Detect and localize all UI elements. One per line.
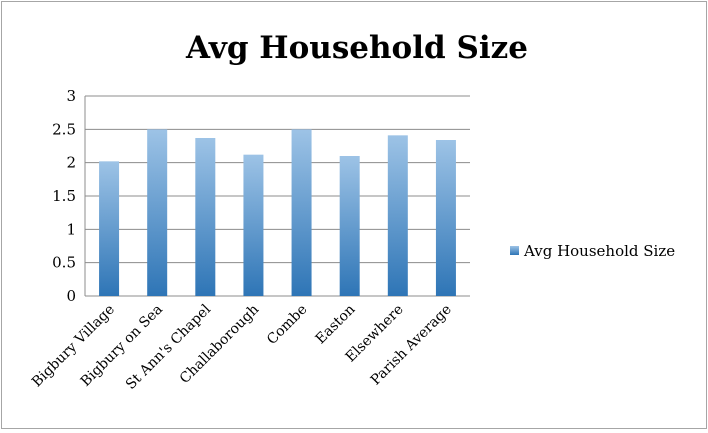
bar [147,129,168,296]
y-tick-label: 0 [66,287,76,305]
legend-swatch [510,246,519,255]
gridlines [84,95,470,297]
x-category-label: Easton [313,302,359,348]
bar [243,154,264,296]
bar [339,156,360,296]
y-axis-ticks: 0 0.5 1 1.5 2 2.5 3 [52,87,76,305]
y-tick-label: 3 [66,87,76,105]
y-tick-label: 2.5 [52,120,76,138]
bar [291,129,312,296]
bar [435,140,456,296]
x-category-label: Bigbury Village [29,302,118,391]
bars [99,129,456,296]
bar [99,161,120,296]
bar [387,135,408,296]
x-category-label: Parish Average [368,302,455,389]
y-tick-label: 1.5 [52,187,76,205]
chart-title: Avg Household Size [185,30,528,66]
legend: Avg Household Size [510,242,675,260]
y-tick-label: 0.5 [52,254,76,272]
bar [195,138,216,296]
x-category-label: St Ann's Chapel [123,301,215,393]
legend-label: Avg Household Size [523,242,675,260]
x-category-label: Bigbury on Sea [78,302,166,390]
x-category-label: Combe [264,302,310,348]
chart-svg: Avg Household Size 0 0.5 1 1.5 2 2.5 3 Bigbury… [29,30,675,393]
y-tick-label: 1 [66,220,76,238]
y-tick-label: 2 [66,154,76,172]
